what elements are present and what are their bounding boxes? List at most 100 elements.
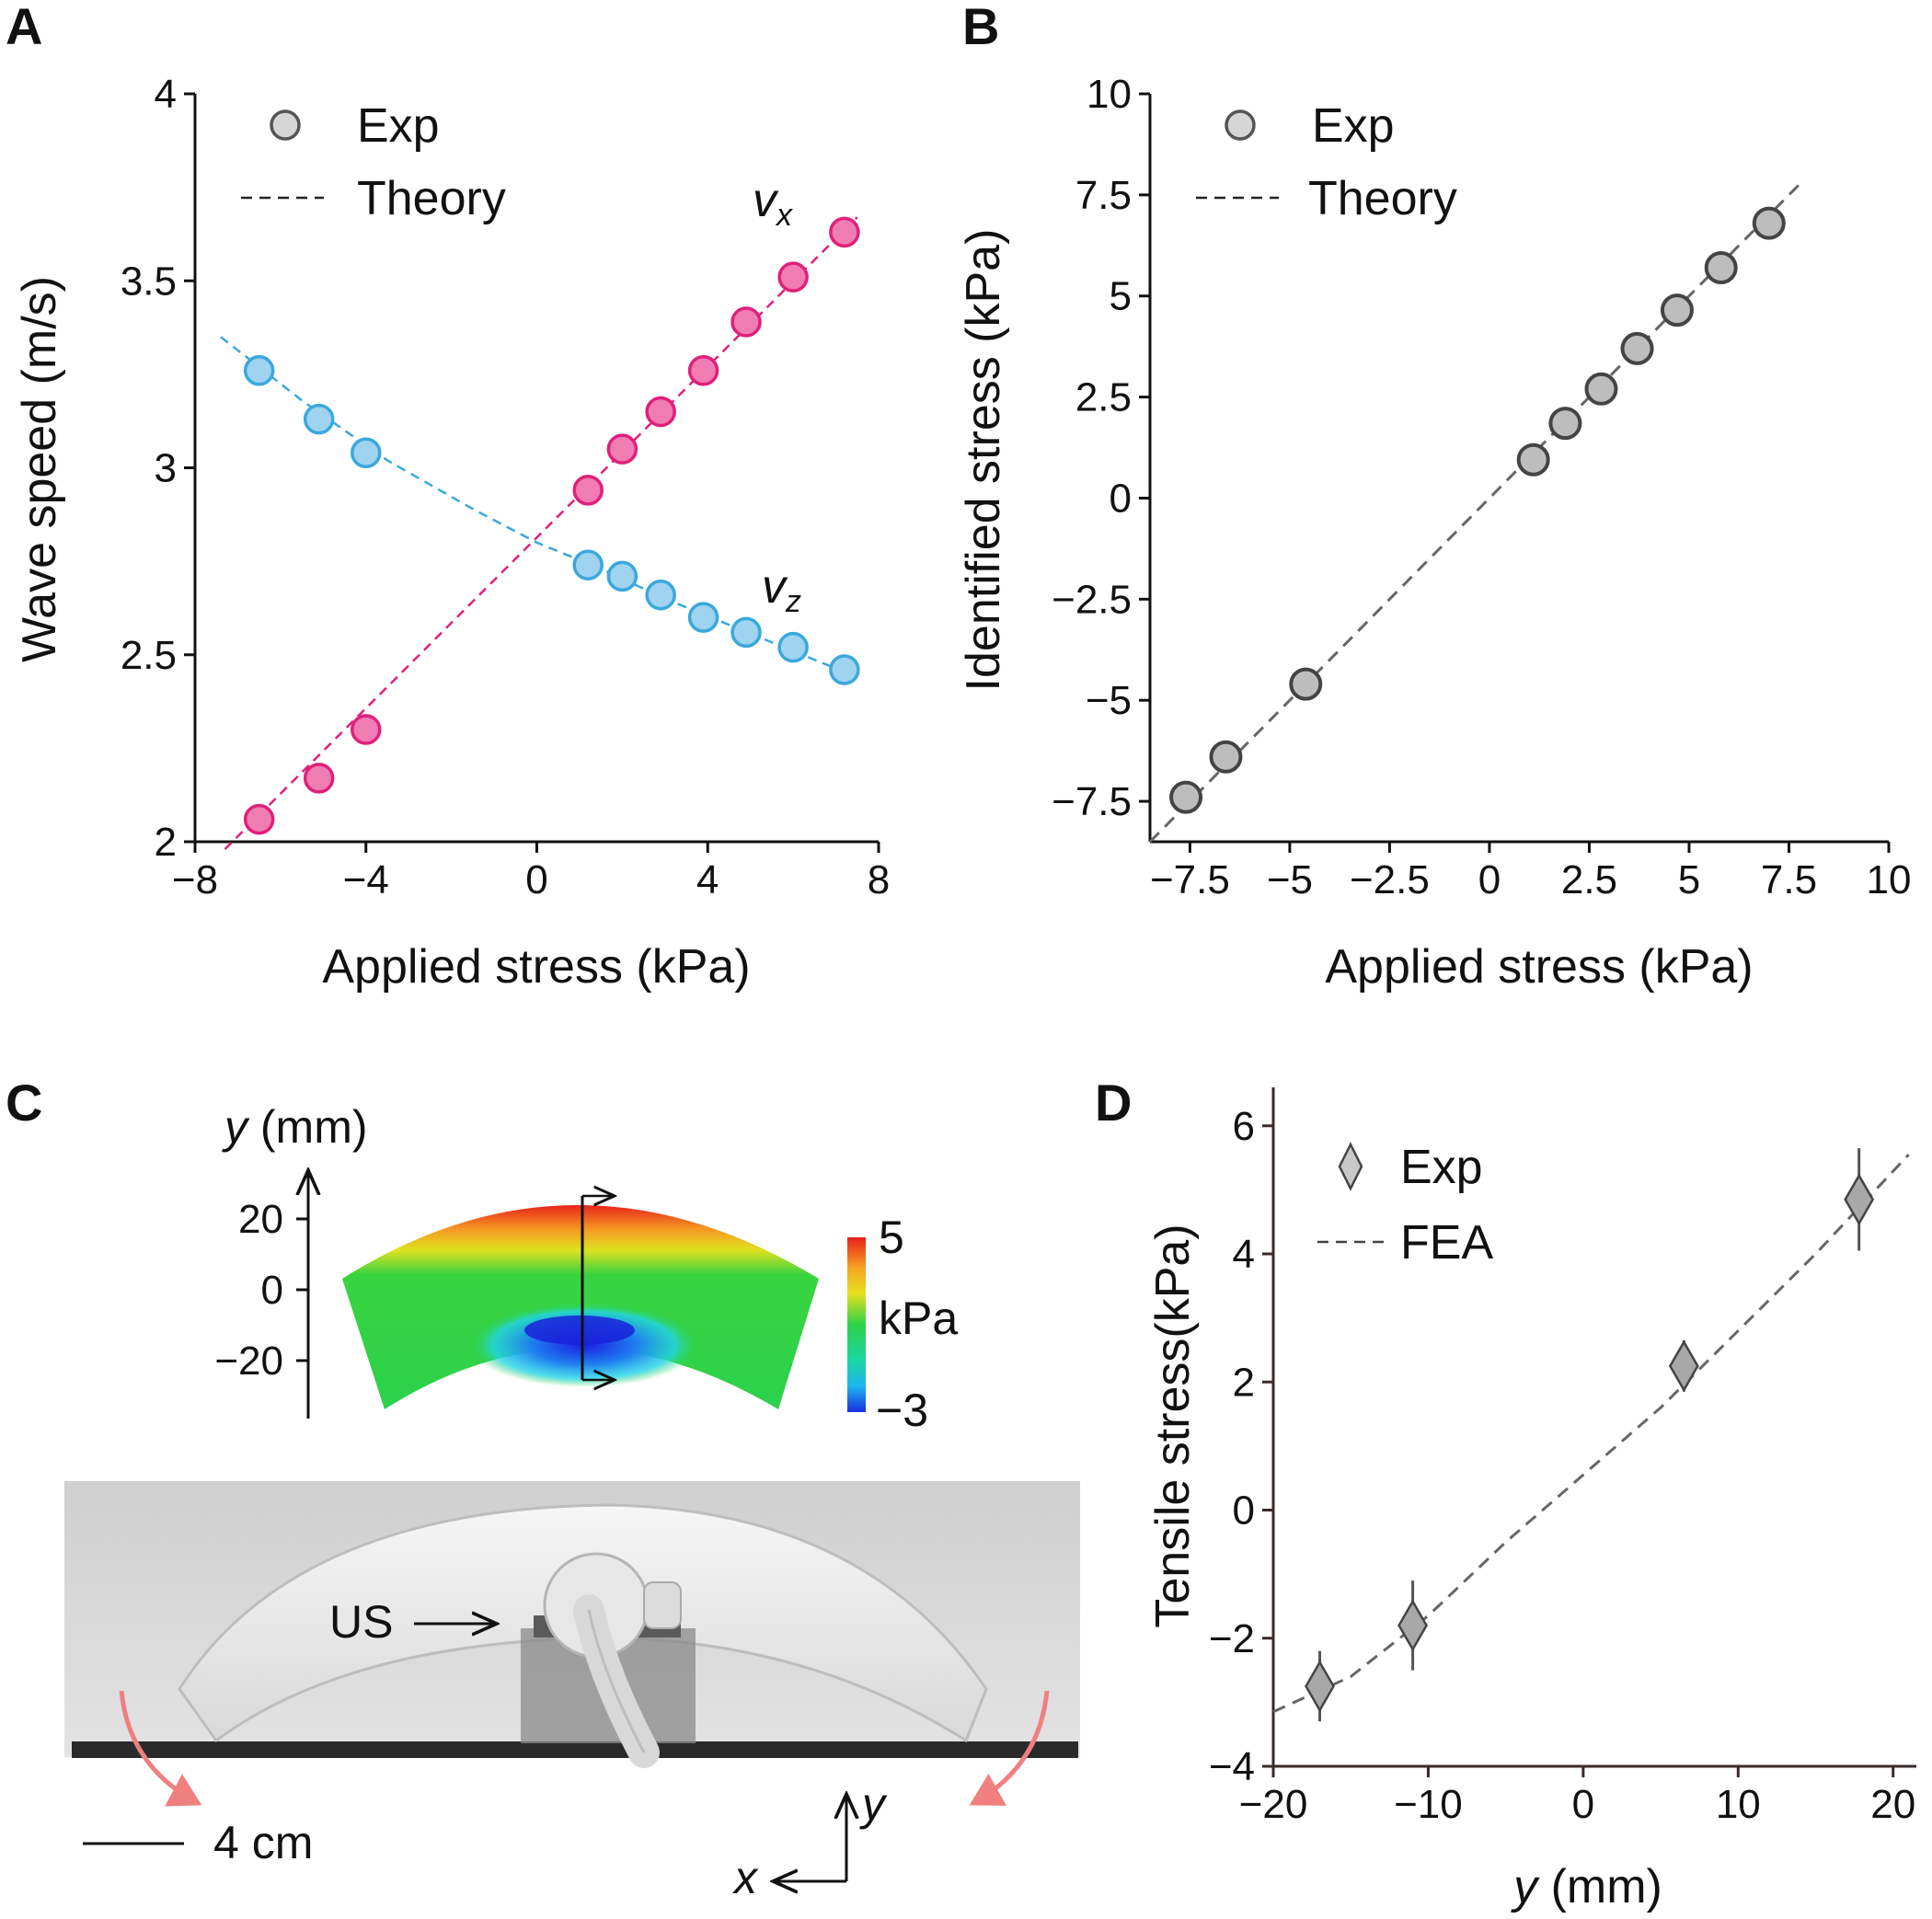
data-point-vz [829, 654, 860, 685]
c-tick-label: −20 [214, 1339, 283, 1384]
x-tick-label: 0 [1572, 1782, 1594, 1827]
x-tick-label: 5 [1678, 857, 1700, 902]
data-point-vz [572, 549, 604, 580]
y-tick-label: 2.5 [121, 633, 177, 678]
data-point-vz [303, 403, 335, 435]
x-tick-label: 0 [525, 857, 547, 902]
coord-x-label: x [732, 1852, 759, 1903]
c-tick-label: 0 [261, 1268, 283, 1313]
y-tick-label: −4 [1209, 1744, 1255, 1789]
x-tick-label: 8 [868, 857, 890, 902]
x-tick-label: 4 [696, 857, 719, 902]
series-label-vz-sub: z [785, 584, 801, 619]
y-tick-label: 0 [1233, 1488, 1255, 1534]
probe-cap [643, 1581, 682, 1629]
panel-label-d: D [1095, 1074, 1132, 1132]
data-point-exp [1844, 1173, 1875, 1226]
data-point-vz [687, 602, 719, 633]
data-point-vz [730, 616, 762, 649]
theory-line-vz [220, 336, 858, 679]
data-point-exp [1169, 780, 1203, 814]
x-tick-label: 10 [1716, 1782, 1761, 1827]
data-point-vz [351, 437, 382, 468]
legend-exp-label: Exp [1400, 1141, 1483, 1194]
x-axis-label: y (mm) [1511, 1860, 1662, 1913]
data-point-vx [687, 355, 719, 386]
c-axis-title: y (mm) [222, 1101, 368, 1153]
data-point-vz [777, 631, 809, 663]
x-tick-label: −4 [343, 857, 389, 902]
experiment-photo: US [64, 1481, 1080, 1807]
y-tick-label: −2 [1209, 1616, 1255, 1661]
fea-line [1272, 1154, 1910, 1714]
data-point-exp [1620, 331, 1654, 365]
legend-theory-label: Theory [357, 172, 506, 225]
colorbar [847, 1237, 866, 1412]
panel-label-a: A [6, 0, 42, 55]
series-label-vx-sub: x [775, 198, 793, 233]
data-point-vx [351, 714, 382, 745]
series-label-vx: vx [753, 174, 793, 233]
data-point-vx [303, 763, 335, 794]
series-label-vz: vz [762, 560, 801, 619]
y-axis-label: Identified stress (kPa) [957, 229, 1010, 692]
data-point-vx [243, 803, 275, 835]
panel-label-b: B [962, 0, 999, 55]
data-point-vx [572, 475, 604, 506]
y-tick-label: 0 [1110, 476, 1132, 521]
x-axis-label: Applied stress (kPa) [322, 940, 750, 994]
y-tick-label: 10 [1087, 72, 1132, 117]
colorbar-unit-label: kPa [879, 1293, 958, 1344]
compression-region [469, 1303, 699, 1387]
data-point-vx [777, 261, 809, 293]
fea-stress-map-panel: y (mm) 20 0 −20 5 kPa −3 US [64, 1101, 1080, 1903]
data-point-vz [606, 560, 638, 592]
y-tick-label: 4 [155, 72, 177, 117]
y-tick-label: 2 [1233, 1360, 1255, 1405]
x-axis-label-var: y [1511, 1860, 1540, 1913]
y-axis-label: Wave speed (m/s) [13, 276, 66, 662]
data-point-vz [243, 355, 275, 386]
legend-exp-marker [1338, 1142, 1363, 1191]
y-tick-label: 2 [155, 820, 177, 865]
x-tick-label: −20 [1239, 1782, 1308, 1827]
colorbar-max-label: 5 [879, 1212, 904, 1263]
theory-line [1148, 181, 1802, 844]
legend-theory-label: Theory [1308, 172, 1457, 225]
x-tick-label: −7.5 [1150, 857, 1230, 902]
legend-exp-marker [1225, 109, 1256, 141]
y-tick-label: 4 [1233, 1232, 1255, 1277]
data-point-exp [1752, 206, 1786, 240]
photo-base-plate [72, 1741, 1078, 1758]
y-tick-label: 7.5 [1075, 173, 1132, 218]
legend-exp-label: Exp [1312, 99, 1395, 153]
x-tick-label: −10 [1394, 1782, 1463, 1827]
legend-fea-label: FEA [1400, 1216, 1493, 1270]
bending-arrow-left [119, 1690, 202, 1807]
theory-line-vx [224, 216, 858, 850]
y-tick-label: −7.5 [1052, 779, 1132, 824]
y-tick-label: 6 [1233, 1104, 1255, 1149]
panel-label-c: C [6, 1074, 42, 1132]
series-label-vz-name: v [762, 560, 788, 614]
x-axis-label: Applied stress (kPa) [1325, 940, 1753, 994]
x-tick-label: 20 [1870, 1782, 1915, 1827]
data-point-exp [1289, 667, 1323, 701]
data-point-exp [1584, 372, 1618, 406]
x-tick-label: −8 [172, 857, 218, 902]
data-point-vx [829, 216, 860, 248]
colorbar-min-label: −3 [876, 1385, 928, 1436]
data-point-exp [1209, 740, 1243, 774]
data-point-vx [645, 396, 676, 428]
x-tick-label: −2.5 [1350, 857, 1430, 902]
y-tick-label: 2.5 [1075, 375, 1132, 420]
y-axis-label: Tensile stress(kPa) [1146, 1224, 1200, 1627]
c-axis-var: y [222, 1101, 250, 1153]
data-point-exp [1397, 1599, 1429, 1652]
y-tick-label: −5 [1086, 678, 1132, 723]
compression-core [524, 1316, 635, 1345]
data-point-exp [1660, 293, 1694, 327]
probe-cable-edge [587, 1609, 646, 1753]
data-point-vx [730, 306, 762, 338]
